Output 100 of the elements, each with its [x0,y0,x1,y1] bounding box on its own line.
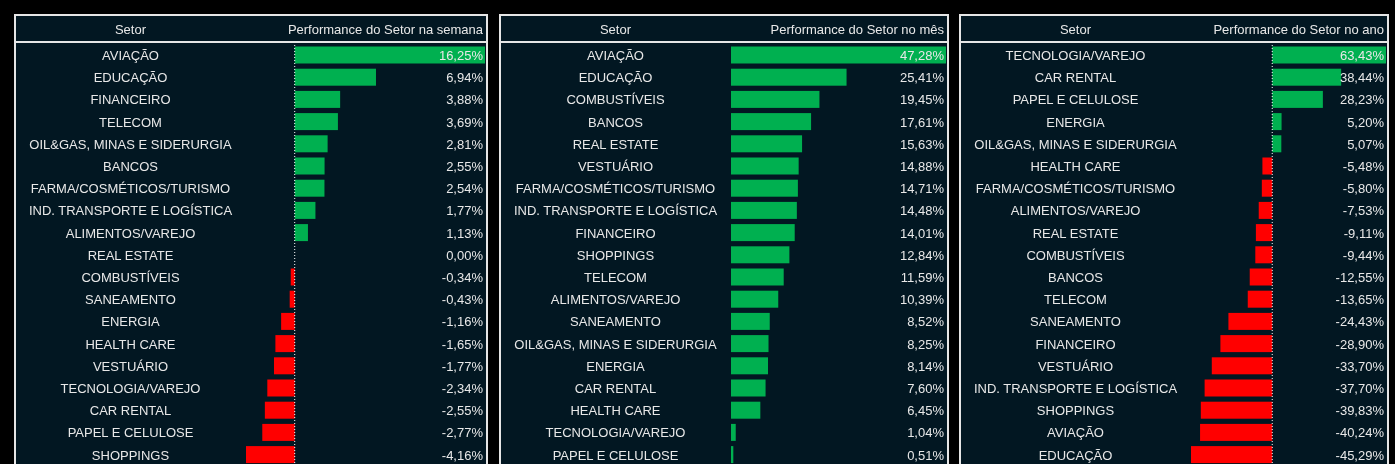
data-label: -45,29% [1335,447,1385,463]
y-tick-label: EDUCAÇÃO [93,70,168,86]
y-tick-label: ENERGIA [586,358,646,374]
bar [294,224,308,242]
y-tick-label: PAPEL E CELULOSE [1012,92,1139,108]
bar [731,246,790,264]
bar [290,268,295,286]
data-label: 1,13% [446,225,484,241]
y-tick-label: ALIMENTOS/VAREJO [65,225,196,241]
data-label: 10,39% [899,292,945,308]
y-tick-label: BANCOS [103,159,159,174]
bar [731,90,820,108]
bar [294,157,325,175]
bar [1272,90,1323,108]
bar [1272,113,1282,131]
data-label: -9,11% [1343,225,1385,241]
data-label: -7,53% [1342,203,1385,219]
bar [731,68,847,86]
bar [731,357,769,375]
data-label: -24,43% [1335,314,1385,330]
bar [1255,224,1273,242]
bar [281,312,295,330]
data-label: 1,04% [907,425,945,441]
bar [264,401,295,419]
data-label: 14,48% [899,203,945,219]
y-tick-label: AVIAÇÃO [102,48,159,63]
bar [1272,135,1282,153]
data-label: 0,51% [907,447,945,463]
data-label: -5,48% [1342,159,1385,174]
data-label: 12,84% [899,247,945,263]
data-label: 3,69% [446,114,484,130]
y-tick-label: REAL ESTATE [1032,225,1119,241]
bar [1204,379,1273,397]
y-axis-title: Setor [599,21,632,37]
bar [731,423,736,441]
bar [1191,446,1273,464]
y-tick-label: BANCOS [588,114,644,130]
data-label: 14,88% [899,159,945,174]
data-label: 5,07% [1347,136,1385,152]
bar [273,357,295,375]
y-tick-label: TECNOLOGIA/VAREJO [1005,48,1146,63]
data-label: -12,55% [1335,270,1385,285]
bar [731,179,798,197]
data-label: 8,14% [907,358,945,374]
y-tick-label: CAR RENTAL [574,381,657,396]
data-label: 28,23% [1339,92,1385,108]
y-tick-label: EDUCAÇÃO [578,70,653,86]
y-tick-label: IND. TRANSPORTE E LOGÍSTICA [513,203,718,219]
data-label: -2,34% [441,381,484,396]
y-tick-label: OIL&GAS, MINAS E SIDERURGIA [29,136,232,152]
data-label: 25,41% [899,70,945,86]
bar [731,401,761,419]
data-label: 16,25% [438,48,484,63]
data-label: 11,59% [900,270,945,285]
data-label: 2,54% [446,181,484,197]
data-label: -4,16% [441,447,484,463]
data-label: -2,55% [441,403,484,419]
bar [731,135,803,153]
data-label: -28,90% [1335,336,1385,352]
bar [731,335,769,353]
y-tick-label: HEALTH CARE [570,403,661,419]
y-tick-label: SANEAMENTO [1030,314,1121,330]
bar [294,135,328,153]
data-label: 6,94% [446,70,484,86]
y-tick-label: REAL ESTATE [572,136,659,152]
y-tick-label: FARMA/COSMÉTICOS/TURISMO [30,181,231,197]
data-label: 5,20% [1347,114,1385,130]
chart-title: Performance do Setor no ano [1213,21,1384,37]
bar [731,312,770,330]
data-label: -37,70% [1335,381,1385,396]
data-label: 8,25% [907,336,945,352]
y-tick-label: AVIAÇÃO [587,48,644,63]
data-label: 7,60% [907,381,945,396]
y-tick-label: FINANCEIRO [575,225,656,241]
y-tick-label: SHOPPINGS [91,447,170,463]
data-label: 15,63% [899,136,945,152]
data-label: 14,01% [899,225,945,241]
data-label: -40,24% [1335,425,1385,441]
bar [294,68,376,86]
bar [1249,268,1273,286]
data-label: 2,55% [446,159,484,174]
bar [731,268,784,286]
y-tick-label: COMBUSTÍVEIS [566,92,665,108]
bar [294,179,325,197]
bar [246,446,295,464]
data-label: -39,83% [1335,403,1385,419]
data-label: -33,70% [1335,358,1385,374]
y-tick-label: COMBUSTÍVEIS [81,270,180,285]
y-tick-label: BANCOS [1048,270,1104,285]
y-tick-label: CAR RENTAL [1034,70,1117,86]
bar [1262,157,1273,175]
bar [294,113,338,131]
bar [1255,246,1273,264]
y-tick-label: OIL&GAS, MINAS E SIDERURGIA [974,136,1177,152]
y-tick-label: TELECOM [584,270,647,285]
bar [1228,312,1273,330]
data-label: 2,81% [446,136,484,152]
bar [731,379,766,397]
bar [1272,68,1342,86]
y-tick-label: PAPEL E CELULOSE [552,447,679,463]
